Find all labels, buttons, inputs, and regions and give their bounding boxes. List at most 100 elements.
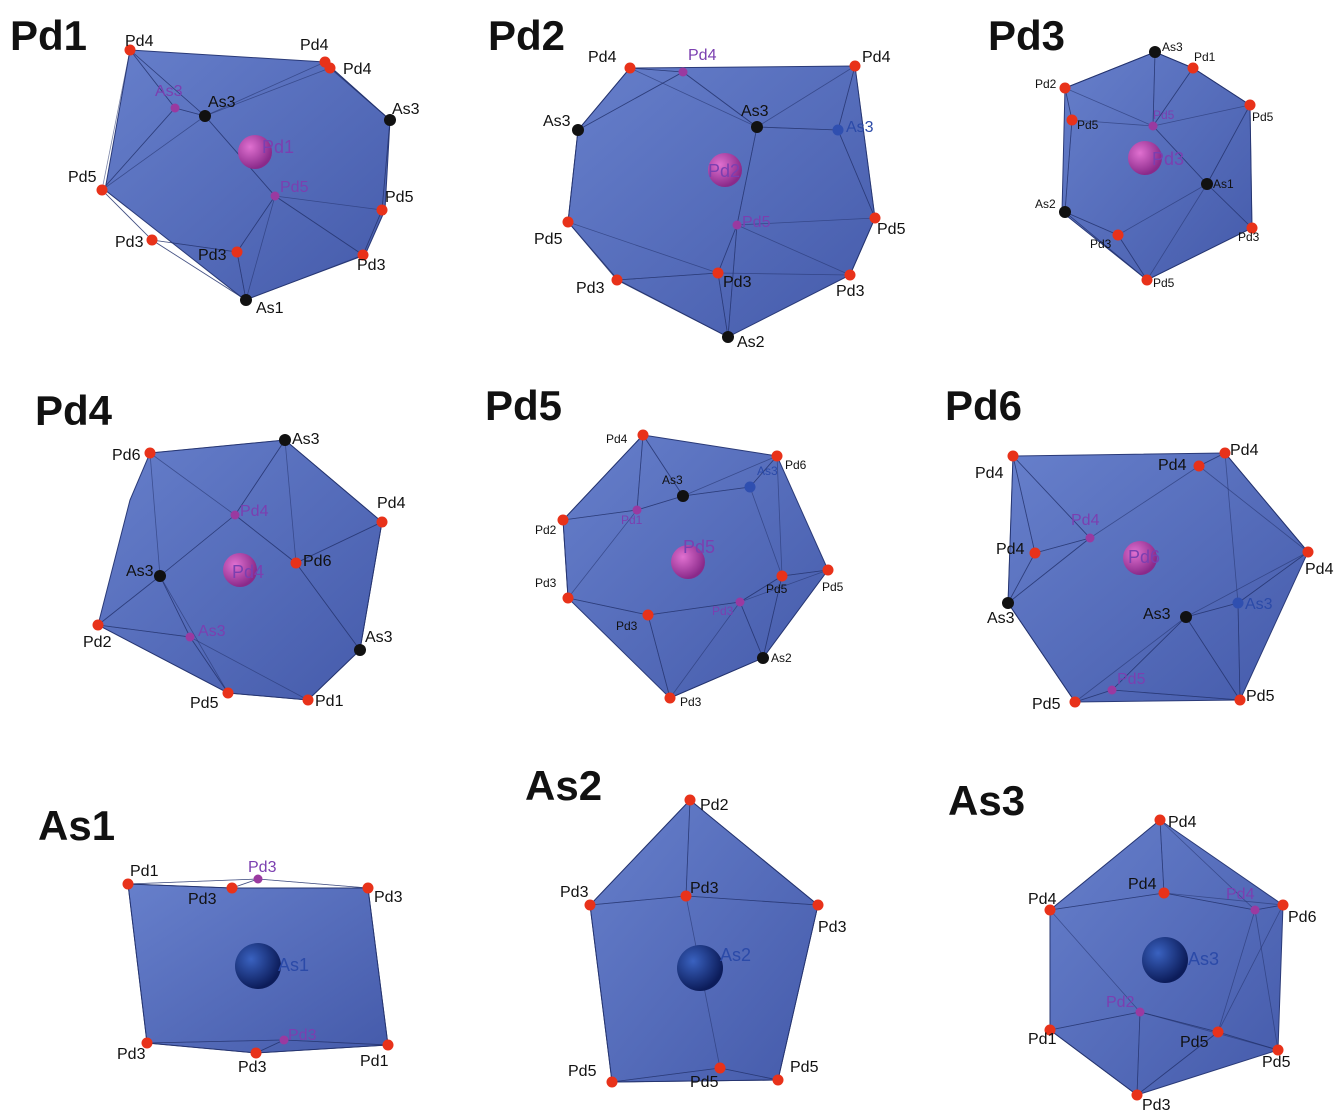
atom [227, 883, 238, 894]
atom-label: Pd4 [377, 495, 406, 512]
atom [1201, 178, 1213, 190]
atom-label: Pd4 [1128, 876, 1157, 893]
atom-label: As3 [741, 103, 769, 120]
atom-label: Pd3 [288, 1027, 317, 1044]
atom [363, 883, 374, 894]
panel-title: Pd3 [988, 12, 1065, 59]
atom-label: As3 [1162, 40, 1183, 54]
polyhedron-panel: Pd1Pd4Pd4Pd4As3As3As3Pd1Pd5Pd5Pd5Pd3Pd3P… [10, 12, 420, 317]
atom-label: Pd2 [83, 634, 112, 651]
atom [845, 270, 856, 281]
atom [1108, 686, 1117, 695]
atom-label: As1 [1213, 177, 1234, 191]
atom-label: Pd2 [1106, 994, 1135, 1011]
atom-label: Pd4 [1168, 814, 1197, 831]
atom [558, 515, 569, 526]
atom-label: As3 [987, 610, 1015, 627]
atom [1149, 46, 1161, 58]
atom-label: As3 [662, 473, 683, 487]
atom-label: As3 [757, 464, 778, 478]
atom [677, 490, 689, 502]
atom-label: As3 [155, 83, 183, 100]
atom [271, 192, 280, 201]
atom [677, 945, 723, 991]
atom-label: Pd3 [198, 247, 227, 264]
atom-label: Pd3 [535, 576, 557, 590]
polyhedron-panel: As3Pd4Pd4Pd4Pd4Pd6As3Pd1Pd2Pd5Pd5Pd3 [948, 777, 1317, 1110]
polyhedron-panel: Pd4Pd6As3Pd4Pd4As3Pd4Pd6Pd2As3As3Pd5Pd1 [35, 387, 406, 712]
atom [1220, 448, 1231, 459]
atom [773, 1075, 784, 1086]
atom-label: As1 [256, 300, 284, 317]
atom-label: Pd4 [1305, 561, 1334, 578]
atom [303, 695, 314, 706]
atom [1142, 275, 1153, 286]
atom-label: Pd5 [1246, 688, 1275, 705]
atom-label: Pd5 [1077, 118, 1099, 132]
atom-label: Pd1 [315, 693, 344, 710]
atom-label: Pd5 [1252, 110, 1274, 124]
atom [777, 571, 788, 582]
atom-label: Pd3 [1238, 230, 1260, 244]
atom-label: Pd3 [1142, 1097, 1171, 1110]
atom [147, 235, 158, 246]
atom [231, 511, 240, 520]
atom [715, 1063, 726, 1074]
atom-label: Pd4 [1230, 442, 1259, 459]
atom-label: Pd6 [1128, 547, 1160, 567]
atom [1155, 815, 1166, 826]
atom-label: Pd4 [1071, 512, 1100, 529]
atom-label: Pd4 [588, 49, 617, 66]
atom [563, 217, 574, 228]
atom-label: Pd3 [818, 919, 847, 936]
atom-label: Pd3 [374, 889, 403, 906]
atom-label: Pd2 [1035, 77, 1057, 91]
atom [186, 633, 195, 642]
atom [757, 652, 769, 664]
atom-label: Pd3 [1152, 149, 1184, 169]
atom [240, 294, 252, 306]
atom-label: Pd3 [117, 1046, 146, 1063]
atom-label: As3 [543, 113, 571, 130]
atom [1194, 461, 1205, 472]
atom-label: Pd6 [303, 553, 332, 570]
atom [235, 943, 281, 989]
atom [199, 110, 211, 122]
atom [823, 565, 834, 576]
atom-label: Pd4 [232, 562, 264, 582]
atom-label: Pd4 [688, 47, 717, 64]
atom [1070, 697, 1081, 708]
polyhedron-face [105, 50, 390, 300]
atom-label: Pd4 [975, 465, 1004, 482]
atom-label: Pd4 [343, 61, 372, 78]
atom [665, 693, 676, 704]
polyhedron-face [1008, 453, 1308, 702]
atom [1251, 906, 1260, 915]
atom [607, 1077, 618, 1088]
atom-label: As3 [1188, 949, 1219, 969]
atom-label: Pd5 [534, 231, 563, 248]
atom-label: As3 [392, 101, 420, 118]
atom [377, 517, 388, 528]
polyhedron-face [590, 800, 818, 1082]
atom-label: As3 [198, 623, 226, 640]
atom-label: As1 [278, 955, 309, 975]
polyhedron-panel: Pd5Pd4Pd6As3As3Pd2Pd1Pd5Pd3Pd5Pd5Pd3Pd3A… [485, 382, 844, 709]
edge [258, 879, 368, 888]
atom [751, 121, 763, 133]
atom [93, 620, 104, 631]
atom [171, 104, 180, 113]
atom-label: As3 [365, 629, 393, 646]
atom-label: Pd3 [616, 619, 638, 633]
panel-title: As3 [948, 777, 1025, 824]
atom-label: Pd5 [68, 169, 97, 186]
atom-label: Pd1 [130, 863, 159, 880]
atom-label: As3 [846, 119, 874, 136]
atom-label: Pd5 [1032, 696, 1061, 713]
panel-title: As2 [525, 762, 602, 809]
atom-label: Pd5 [877, 221, 906, 238]
atom [813, 900, 824, 911]
atom-label: Pd3 [238, 1059, 267, 1076]
